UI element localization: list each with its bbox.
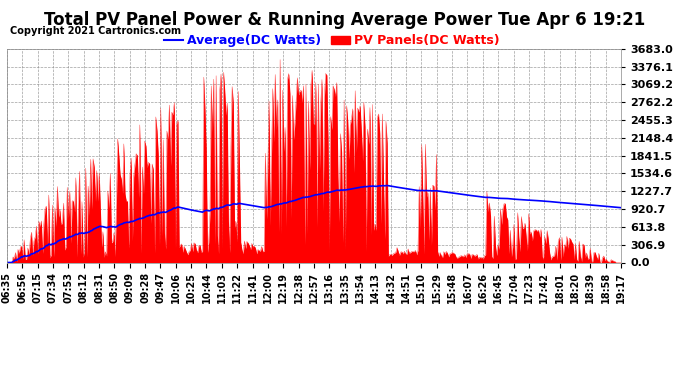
Legend: Average(DC Watts), PV Panels(DC Watts): Average(DC Watts), PV Panels(DC Watts) [159,29,504,52]
Text: Total PV Panel Power & Running Average Power Tue Apr 6 19:21: Total PV Panel Power & Running Average P… [44,11,646,29]
Text: Copyright 2021 Cartronics.com: Copyright 2021 Cartronics.com [10,26,181,36]
